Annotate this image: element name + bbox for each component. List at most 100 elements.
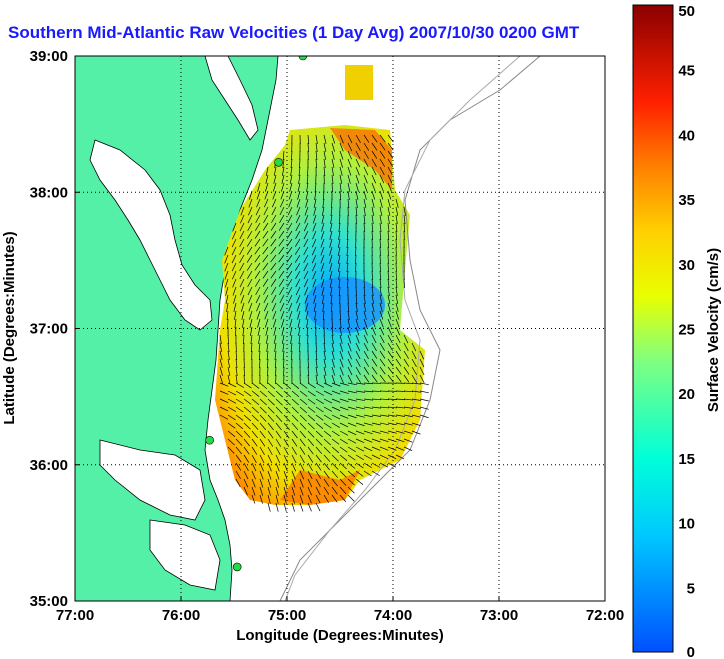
velocity-arrow	[403, 342, 409, 352]
velocity-arrow	[363, 422, 373, 426]
velocity-arrow	[303, 222, 309, 232]
velocity-arrow	[395, 398, 405, 401]
velocity-arrow	[303, 230, 309, 240]
velocity-arrow	[363, 462, 372, 468]
velocity-arrow	[419, 382, 429, 386]
velocity-arrow	[307, 390, 316, 397]
velocity-arrow	[387, 230, 390, 240]
velocity-arrow	[307, 454, 314, 463]
velocity-arrow	[232, 270, 237, 280]
velocity-arrow	[246, 254, 253, 263]
velocity-arrow	[275, 462, 280, 472]
velocity-arrow	[371, 158, 377, 167]
velocity-arrow	[379, 326, 385, 336]
velocity-arrow	[307, 134, 310, 144]
velocity-arrow	[227, 430, 236, 437]
velocity-arrow	[275, 470, 280, 480]
velocity-arrow	[387, 350, 394, 359]
velocity-arrow	[283, 430, 290, 439]
velocity-arrow	[295, 286, 301, 296]
velocity-arrow	[271, 198, 277, 208]
velocity-arrow	[287, 278, 293, 287]
velocity-arrow	[275, 382, 283, 390]
velocity-arrow	[275, 366, 277, 377]
delaware-bay	[204, 56, 259, 141]
velocity-arrow	[371, 446, 381, 451]
velocity-arrow	[419, 366, 425, 376]
velocity-arrow	[387, 398, 398, 400]
velocity-arrow	[379, 302, 383, 312]
velocity-arrow	[338, 270, 341, 280]
velocity-arrow	[355, 158, 361, 168]
velocity-arrow	[355, 294, 358, 304]
velocity-arrow	[320, 270, 325, 280]
velocity-arrow	[251, 446, 258, 455]
velocity-arrow	[347, 174, 351, 184]
velocity-arrow	[315, 414, 324, 421]
velocity-arrow	[355, 182, 359, 192]
velocity-arrow	[262, 222, 269, 231]
velocity-arrow	[235, 382, 244, 388]
velocity-arrow	[339, 478, 347, 486]
velocity-arrow	[315, 502, 321, 512]
velocity-arrow	[271, 206, 277, 216]
velocity-arrow	[379, 206, 383, 216]
velocity-arrow	[347, 278, 349, 289]
velocity-arrow	[363, 454, 373, 460]
velocity-arrow	[371, 430, 381, 434]
velocity-arrow	[307, 446, 314, 455]
velocity-arrow	[363, 350, 369, 359]
velocity-arrow	[355, 134, 361, 143]
velocity-arrow	[235, 422, 244, 430]
velocity-arrow	[239, 222, 245, 232]
velocity-arrow	[262, 262, 269, 271]
velocity-arrow	[371, 374, 378, 383]
velocity-arrow	[355, 462, 364, 469]
velocity-arrow	[287, 214, 293, 224]
velocity-arrow	[371, 342, 377, 351]
velocity-patch	[345, 65, 373, 100]
velocity-arrow	[248, 206, 253, 216]
velocity-arrow	[331, 438, 340, 445]
velocity-arrow	[224, 262, 229, 272]
velocity-arrow	[371, 350, 378, 359]
velocity-arrow	[387, 286, 390, 296]
velocity-arrow	[371, 182, 376, 192]
velocity-arrow	[282, 166, 285, 176]
velocity-arrow	[320, 246, 325, 256]
velocity-arrow	[275, 478, 280, 488]
velocity-arrow	[379, 422, 389, 426]
velocity-arrow	[291, 390, 300, 398]
velocity-arrow	[338, 230, 341, 240]
velocity-arrow	[331, 134, 336, 144]
velocity-arrow	[295, 238, 301, 247]
velocity-arrow	[247, 270, 253, 279]
velocity-arrow	[303, 246, 309, 256]
velocity-arrow	[270, 238, 277, 247]
x-axis-ticks: 77:00 76:00 75:00 74:00 73:00 72:00	[56, 596, 624, 624]
velocity-arrow	[387, 446, 397, 451]
velocity-arrow	[315, 406, 324, 413]
velocity-arrow	[403, 406, 413, 409]
velocity-arrow	[299, 454, 305, 463]
velocity-arrow	[387, 366, 394, 375]
velocity-arrow	[235, 470, 241, 479]
velocity-arrow	[347, 158, 352, 168]
velocity-arrow	[307, 438, 315, 447]
velocity-arrow	[283, 494, 287, 504]
velocity-arrow	[296, 302, 301, 312]
velocity-arrow	[387, 190, 392, 200]
velocity-arrow	[395, 414, 405, 417]
velocity-arrow	[240, 286, 245, 296]
x-tick-label: 72:00	[586, 607, 624, 624]
velocity-arrow	[331, 198, 333, 209]
velocity-arrow	[290, 158, 293, 168]
colorbar-tick-label: 30	[678, 257, 695, 274]
velocity-arrow	[403, 430, 413, 435]
velocity-arrow	[371, 278, 374, 288]
velocity-arrow	[282, 350, 285, 360]
velocity-arrow	[219, 390, 229, 395]
velocity-arrow	[235, 430, 243, 438]
velocity-arrow	[255, 206, 261, 216]
velocity-arrow	[257, 182, 261, 192]
